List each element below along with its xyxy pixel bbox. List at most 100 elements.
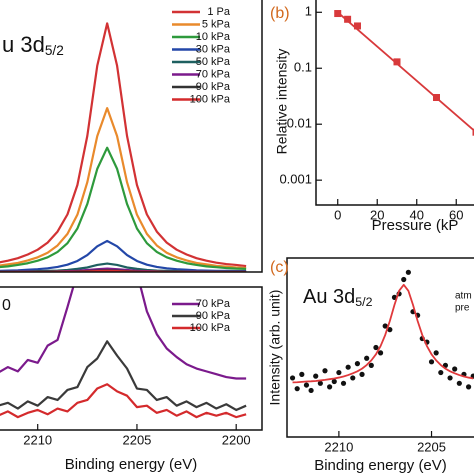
panel-letter: (c) [270, 259, 289, 276]
marker [472, 128, 474, 136]
marker [327, 384, 333, 390]
legend-label: 5 kPa [202, 18, 231, 30]
marker [382, 323, 388, 329]
series-line [0, 239, 247, 272]
series-line [0, 287, 247, 380]
marker [345, 364, 351, 370]
marker [405, 269, 411, 275]
label-main: u 3d [2, 32, 45, 57]
series-line [0, 107, 247, 270]
legend-label: 70 kPa [196, 298, 231, 310]
label-sub: 5/2 [355, 295, 372, 309]
marker [373, 344, 379, 351]
marker [334, 10, 342, 18]
series-line [0, 383, 247, 419]
marker [289, 375, 296, 381]
x-tick-label: 20 [370, 207, 384, 222]
marker [299, 371, 305, 377]
marker [353, 22, 361, 30]
marker [317, 380, 323, 386]
x-tick-label: 2210 [324, 439, 353, 454]
panel-letter: (b) [270, 5, 290, 22]
marker [447, 375, 453, 381]
frame [315, 0, 474, 206]
marker [331, 378, 337, 385]
y-tick-label: 0.001 [279, 172, 312, 187]
legend-label: 50 kPa [196, 56, 231, 68]
marker [350, 375, 356, 381]
x-axis-label: Binding energy (eV) [314, 457, 447, 474]
frame [0, 286, 263, 431]
series-line [337, 11, 474, 132]
marker [294, 386, 300, 392]
series-line [0, 340, 247, 412]
legend-label: 100 kPa [190, 93, 231, 105]
x-axis-label: Pressure (kP [372, 217, 459, 234]
legend-label: 10 kPa [196, 31, 231, 43]
legend-label: 30 kPa [196, 43, 231, 55]
x-axis-label: Binding energy (eV) [65, 456, 198, 473]
marker [452, 366, 458, 372]
marker [456, 380, 462, 386]
plot-area [334, 10, 474, 136]
marker [428, 359, 435, 365]
y-tick-label: 0.1 [294, 60, 312, 75]
x-tick-label: 2205 [417, 439, 446, 454]
x-tick-label: 40 [410, 207, 424, 222]
marker [465, 384, 472, 390]
marker [308, 387, 314, 394]
label-main: Au 3d [303, 286, 355, 308]
legend-label: 90 kPa [196, 81, 231, 93]
label-sub: 5/2 [45, 43, 64, 58]
marker [368, 362, 374, 368]
marker [322, 368, 328, 374]
y-tick-label: 1 [305, 4, 312, 19]
legend-label: 100 kPa [190, 322, 231, 334]
frame [286, 257, 474, 438]
plot-area [0, 287, 247, 419]
note: pre [455, 303, 470, 314]
plot-area [289, 269, 474, 394]
legend-label: 70 kPa [196, 68, 231, 80]
marker [340, 380, 347, 386]
note: atm [455, 291, 472, 302]
y-axis-label: Intensity (arb. unit) [267, 290, 283, 406]
legend-label: 90 kPa [196, 310, 231, 322]
frame [0, 0, 263, 273]
x-tick-label: 2200 [222, 432, 251, 447]
marker [432, 94, 440, 102]
marker [387, 327, 393, 333]
marker [303, 382, 310, 388]
series-line [292, 283, 474, 384]
x-tick-label: 0 [334, 207, 341, 222]
series-line [0, 146, 247, 270]
y-axis-label: Relative intensity [274, 49, 290, 155]
marker [433, 350, 439, 356]
marker [344, 15, 352, 23]
marker [364, 355, 370, 361]
series-line [0, 22, 247, 268]
marker [393, 58, 401, 66]
panel-label: 0 [2, 297, 11, 314]
label-main: 0 [2, 297, 11, 314]
panel: 2210 2205 Binding energy (eV) Intensity (ar… [267, 257, 474, 474]
marker [359, 371, 365, 377]
panel-label: u 3d5/2 [2, 32, 64, 58]
marker [354, 361, 361, 367]
x-tick-label: 60 [449, 207, 463, 222]
y-tick-label: 0.01 [287, 116, 312, 131]
marker [438, 369, 444, 376]
marker [377, 350, 384, 356]
panel: 0 20 40 60 1 0.1 0.01 0.001 Pressure (kP Relative… [270, 0, 474, 234]
panel: 2210 2205 2200 Binding energy (eV) 70 kPa90 … [0, 286, 263, 473]
panel-label: Au 3d5/2 [303, 286, 373, 309]
marker [313, 373, 319, 379]
x-tick-label: 2205 [122, 432, 151, 447]
marker [336, 369, 342, 376]
x-tick-label: 2210 [23, 432, 52, 447]
legend-label: 1 Pa [207, 6, 231, 18]
marker [401, 276, 407, 283]
